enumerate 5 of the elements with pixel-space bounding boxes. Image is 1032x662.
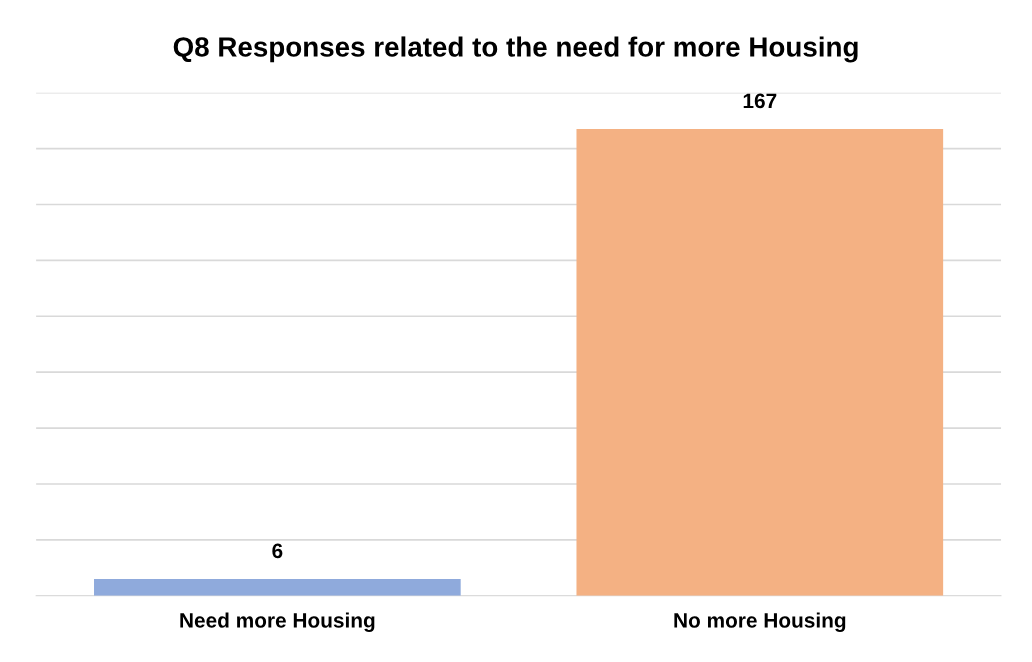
data-label: 167 xyxy=(743,93,777,109)
x-tick-label: No more Housing xyxy=(674,612,846,632)
x-tick-label: Need more Housing xyxy=(180,612,375,632)
data-label: 6 xyxy=(272,543,283,559)
chart-title: Q8 Responses related to the need for more Housing xyxy=(173,36,858,63)
